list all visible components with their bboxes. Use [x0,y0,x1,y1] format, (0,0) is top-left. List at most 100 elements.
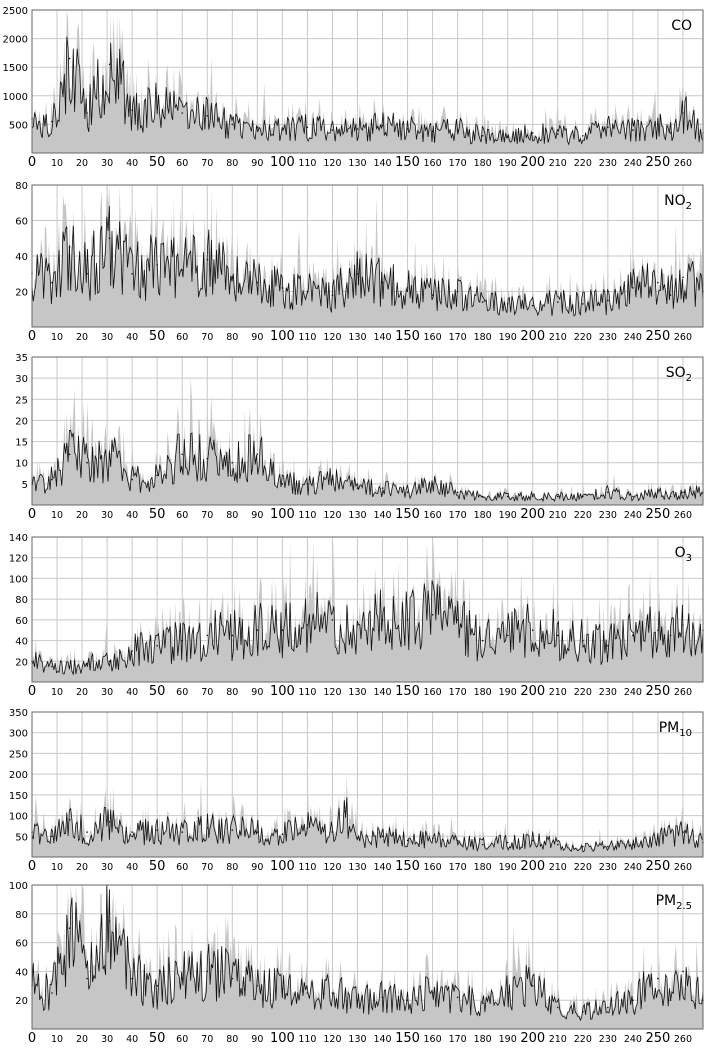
y-tick-label: 60 [15,616,28,627]
x-tick-label: 110 [298,158,316,169]
x-tick-label: 20 [76,332,88,343]
x-tick-label: 30 [101,687,113,698]
data-point [306,126,309,129]
x-tick-label: 90 [251,332,263,343]
y-tick-label: 40 [15,967,28,978]
data-point [131,273,133,275]
x-tick-label: 250 [646,684,671,699]
x-tick-label: 30 [101,332,113,343]
data-point [131,478,133,481]
data-point [632,287,634,289]
x-tick-label: 0 [28,329,36,344]
data-point [531,629,534,631]
y-tick-label: 120 [9,554,28,565]
data-point [51,665,53,668]
x-tick-label: 120 [323,687,341,698]
x-tick-label: 10 [51,510,63,521]
data-point [607,1006,609,1009]
y-tick-label: 25 [15,395,28,406]
x-tick-label: 240 [624,510,642,521]
x-tick-label: 190 [499,158,517,169]
x-tick-label: 260 [674,1034,692,1045]
y-tick-label: 250 [9,749,28,760]
data-point [481,1002,484,1004]
x-tick-label: 150 [395,329,420,344]
x-tick-label: 80 [226,1034,238,1045]
data-point [607,491,609,494]
plot-frame-so2 [31,356,704,506]
x-tick-label: 70 [201,158,213,169]
x-tick-label: 240 [624,158,642,169]
x-tick-label: 50 [149,155,166,170]
data-point [669,132,672,134]
y-tick-label: 20 [15,996,28,1007]
x-tick-label: 150 [395,859,420,874]
plot-frame-co [31,9,704,154]
x-tick-label: 0 [28,155,36,170]
x-tick-label: 0 [28,507,36,522]
x-tick-label: 160 [424,332,442,343]
x-tick-label: 110 [298,687,316,698]
data-point [381,835,384,838]
y-tick-label: 50 [15,832,28,843]
y-tick-label: 30 [15,374,28,385]
data-point [582,135,584,137]
x-tick-label: 150 [395,1031,420,1046]
series-area-o3 [32,541,703,682]
x-tick-label: 250 [646,859,671,874]
x-tick-label: 50 [149,1031,166,1046]
x-tick-label: 230 [599,862,617,873]
x-tick-label: 200 [520,155,545,170]
x-tick-label: 210 [549,510,567,521]
data-point [481,135,484,137]
x-tick-label: 190 [499,510,517,521]
data-point [86,461,88,464]
x-tick-label: 100 [270,1031,295,1046]
x-tick-label: 130 [348,1034,366,1045]
x-tick-label: 100 [270,329,295,344]
x-tick-label: 100 [270,859,295,874]
chart-title-pm2-5: PM2.5 [656,893,692,912]
data-point [506,634,509,637]
x-tick-label: 220 [574,862,592,873]
x-tick-label: 90 [251,862,263,873]
x-tick-label: 230 [599,332,617,343]
data-point [456,996,459,999]
y-tick-label: 80 [15,181,28,192]
y-tick-label: 350 [9,708,28,719]
x-tick-label: 200 [520,507,545,522]
data-point [51,478,53,481]
x-tick-label: 50 [149,859,166,874]
data-point [256,453,259,456]
x-tick-label: 40 [126,862,138,873]
x-tick-label: 50 [149,684,166,699]
data-point [331,129,334,131]
y-tick-label: 100 [9,574,28,585]
data-point [456,491,459,494]
x-tick-label: 110 [298,510,316,521]
y-tick-label: 150 [9,791,28,802]
x-tick-label: 260 [674,158,692,169]
x-tick-label: 80 [226,332,238,343]
x-tick-label: 170 [449,158,467,169]
chart-title-pm10: PM10 [659,720,692,739]
x-tick-label: 80 [226,862,238,873]
x-tick-label: 230 [599,158,617,169]
x-tick-label: 200 [520,859,545,874]
x-tick-label: 180 [474,332,492,343]
data-point [156,985,158,987]
x-tick-label: 120 [323,510,341,521]
x-tick-label: 80 [226,510,238,521]
data-point [156,474,158,477]
x-tick-label: 20 [76,687,88,698]
x-tick-label: 90 [251,1034,263,1045]
series-line-so2 [31,429,704,503]
x-tick-label: 90 [251,158,263,169]
data-point [682,491,684,494]
y-tick-label: 20 [15,288,28,299]
x-tick-label: 100 [270,684,295,699]
x-tick-label: 0 [28,684,36,699]
y-tick-label: 300 [9,729,28,740]
x-tick-label: 10 [51,862,63,873]
data-point [506,841,509,844]
